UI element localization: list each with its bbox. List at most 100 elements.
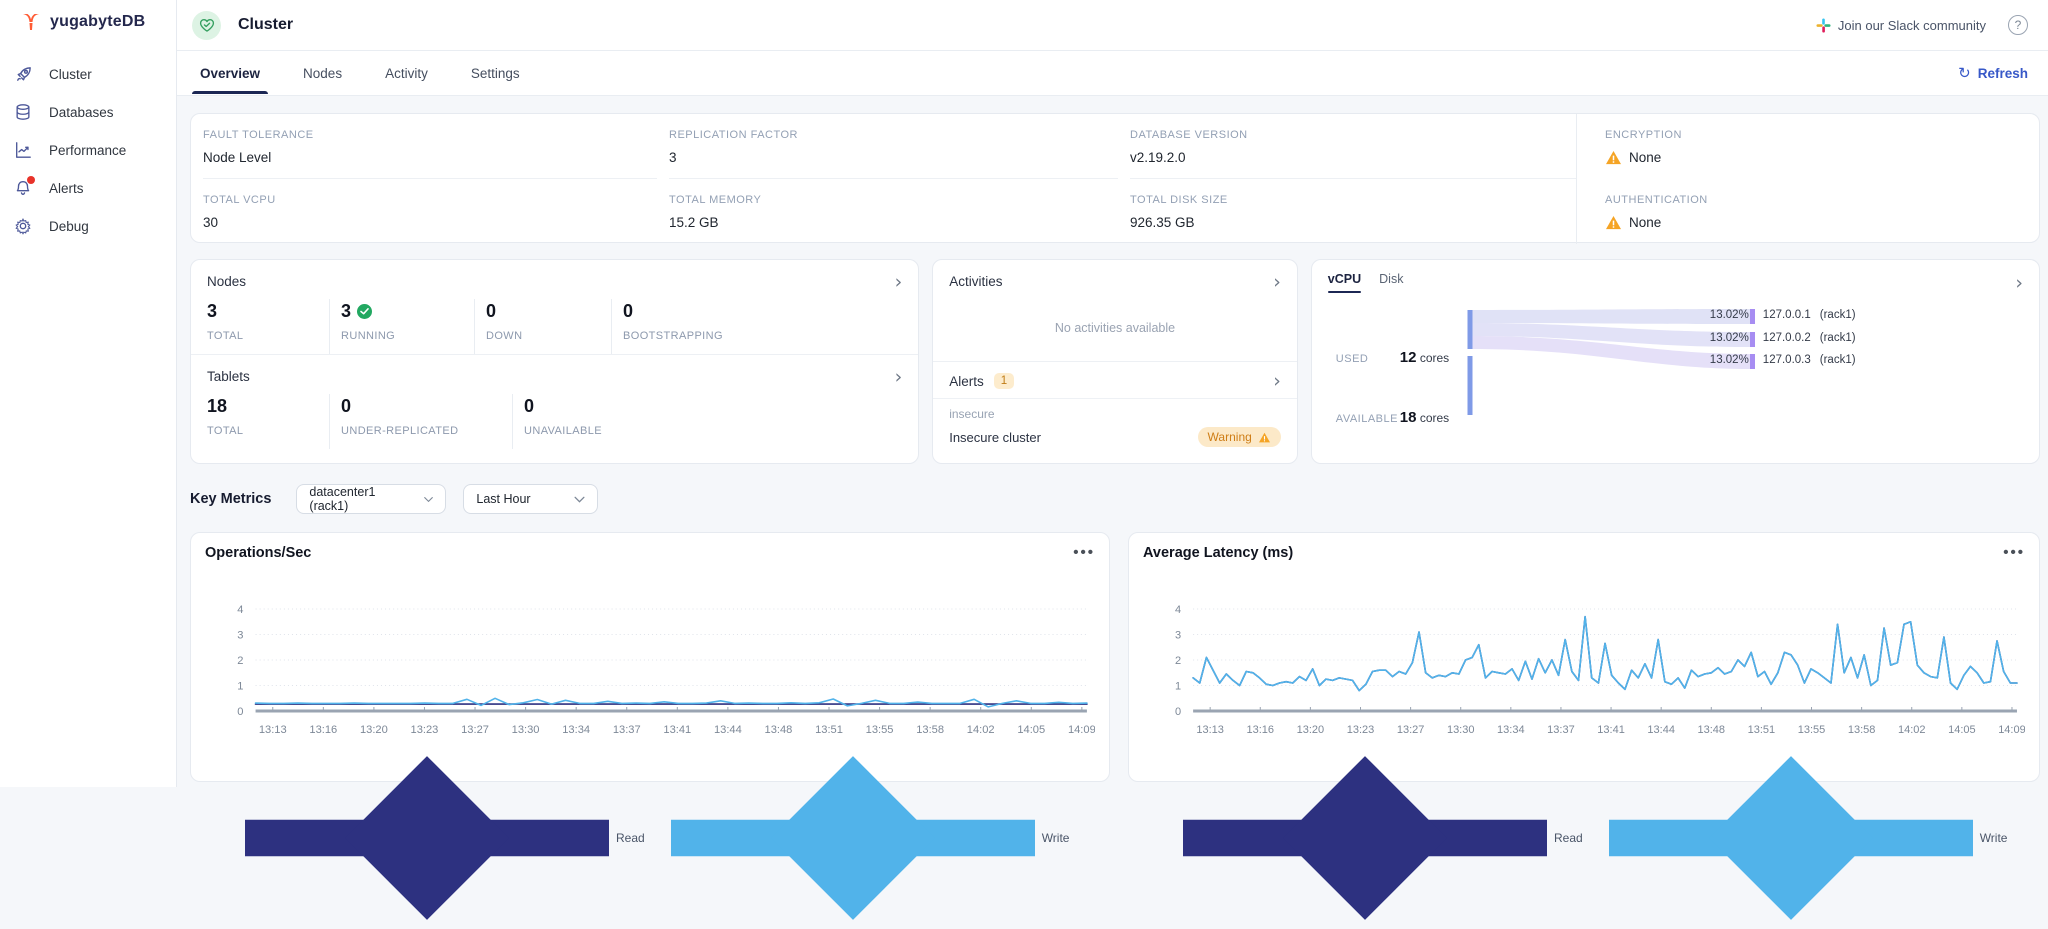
svg-text:13:48: 13:48 — [1698, 724, 1726, 736]
legend-label: Write — [1979, 831, 2008, 845]
svg-text:13:37: 13:37 — [1547, 724, 1575, 736]
alert-description: Insecure cluster — [949, 429, 1041, 445]
tab-settings[interactable]: Settings — [470, 65, 520, 81]
svg-text:4: 4 — [237, 604, 243, 616]
legend-item-write[interactable]: Write — [670, 747, 1069, 929]
region-filter-select[interactable]: datacenter1 (rack1) — [296, 484, 447, 514]
chart-menu-icon[interactable]: ••• — [2003, 544, 2025, 561]
vcpu-chevron-right-icon[interactable]: › — [2015, 271, 2023, 294]
svg-text:13:51: 13:51 — [1748, 724, 1776, 736]
total-memory-field: TOTAL MEMORY 15.2 GB — [669, 179, 1118, 244]
stat-value: 3 — [341, 301, 352, 321]
field-label: TOTAL VCPU — [203, 194, 276, 206]
svg-text:13:55: 13:55 — [1798, 724, 1826, 736]
node1-bar — [1749, 309, 1755, 324]
warning-triangle-icon — [1606, 150, 1621, 165]
legend-item-write[interactable]: Write — [1608, 747, 2008, 929]
sidebar-item-cluster[interactable]: Cluster — [0, 55, 176, 93]
svg-text:13:44: 13:44 — [1647, 724, 1675, 736]
tablets-total-stat: 18 TOTAL — [207, 394, 330, 449]
legend-item-read[interactable]: Read — [1183, 747, 1583, 929]
svg-text:13:58: 13:58 — [916, 724, 944, 736]
running-check-icon — [357, 304, 373, 319]
chevron-down-icon — [574, 496, 585, 503]
slack-community-link[interactable]: Join our Slack community — [1816, 18, 1986, 33]
field-value: None — [1629, 215, 1662, 230]
tablets-chevron-right-icon[interactable]: › — [894, 365, 903, 388]
field-label: REPLICATION FACTOR — [669, 129, 799, 141]
svg-text:13:20: 13:20 — [360, 724, 388, 736]
refresh-icon: ↻ — [1958, 65, 1971, 82]
sidebar-nav: Cluster Databases Performance — [0, 55, 176, 245]
key-metrics-bar: Key Metrics datacenter1 (rack1) Last Hou… — [190, 484, 2040, 514]
activities-panel: Activities › No activities available Ale… — [932, 259, 1298, 464]
activities-empty-text: No activities available — [1054, 321, 1176, 335]
node-zone: (rack1) — [1819, 332, 1856, 344]
sidebar-item-label: Databases — [49, 104, 114, 120]
bell-icon — [13, 176, 35, 198]
sankey-node-row: 13.02% 127.0.0.2 (rack1) — [1710, 332, 1856, 344]
tablets-title: Tablets — [207, 369, 250, 384]
tab-vcpu[interactable]: vCPU — [1327, 272, 1362, 293]
legend-label: Read — [1554, 831, 1583, 845]
slack-icon — [1816, 17, 1831, 33]
tab-nodes[interactable]: Nodes — [303, 65, 343, 81]
svg-text:2: 2 — [237, 655, 243, 667]
yugabytedb-logo-icon — [23, 14, 39, 30]
cluster-info-panel: FAULT TOLERANCE Node Level TOTAL VCPU 30… — [190, 113, 2040, 244]
svg-text:14:05: 14:05 — [1948, 724, 1976, 736]
vcpu-sankey-chart: USED 12 cores AVAILABLE 18 cores — [1312, 297, 2039, 457]
chart-menu-icon[interactable]: ••• — [1073, 544, 1095, 561]
node3-bar — [1749, 354, 1755, 369]
tab-overview[interactable]: Overview — [190, 53, 270, 94]
field-label: ENCRYPTION — [1605, 129, 1682, 141]
svg-text:1: 1 — [1175, 681, 1181, 693]
svg-text:13:16: 13:16 — [309, 724, 337, 736]
region-filter-value: datacenter1 (rack1) — [309, 485, 376, 513]
tab-disk[interactable]: Disk — [1379, 272, 1404, 286]
nodes-chevron-right-icon[interactable]: › — [894, 270, 903, 293]
alert-list-item[interactable]: insecure Insecure cluster Warning — [933, 399, 1297, 447]
refresh-button[interactable]: ↻ Refresh — [1958, 64, 2028, 82]
sankey-node-row: 13.02% 127.0.0.1 (rack1) — [1710, 309, 1856, 321]
replication-factor-field: REPLICATION FACTOR 3 — [669, 114, 1118, 179]
used-bar — [1467, 310, 1473, 349]
alerts-notification-dot — [27, 176, 35, 184]
help-icon[interactable]: ? — [2008, 15, 2028, 35]
svg-text:13:58: 13:58 — [1848, 724, 1876, 736]
node-zone: (rack1) — [1819, 354, 1856, 366]
stat-value: 0 — [623, 301, 634, 321]
activities-chevron-right-icon[interactable]: › — [1273, 270, 1281, 293]
warning-triangle-icon — [1258, 432, 1270, 442]
tab-activity[interactable]: Activity — [385, 65, 428, 81]
sidebar-item-performance[interactable]: Performance — [0, 131, 176, 169]
page-title: Cluster — [238, 16, 294, 33]
time-range-select[interactable]: Last Hour — [463, 484, 599, 514]
field-label: AUTHENTICATION — [1605, 194, 1708, 206]
nodes-panel-title: Nodes — [207, 274, 247, 289]
chart-legend: Read Write — [205, 747, 1095, 929]
tablets-unavailable-stat: 0 UNAVAILABLE — [513, 394, 703, 449]
slack-link-label: Join our Slack community — [1837, 17, 1986, 33]
sidebar-item-debug[interactable]: Debug — [0, 207, 176, 245]
svg-text:13:41: 13:41 — [663, 724, 691, 736]
svg-text:14:05: 14:05 — [1017, 724, 1045, 736]
operations-per-sec-chart: Operations/Sec ••• 0 1 2 3 4 13:13 13:16 13:20 1… — [190, 532, 1110, 920]
alerts-chevron-right-icon[interactable]: › — [1273, 370, 1281, 392]
average-latency-chart: Average Latency (ms) ••• 0 1 2 3 4 13:13 13:16… — [1128, 532, 2040, 920]
node-address: 127.0.0.3 — [1762, 354, 1811, 366]
alert-name: insecure — [949, 407, 995, 421]
chevron-down-icon — [424, 496, 434, 502]
sidebar-item-alerts[interactable]: Alerts — [0, 169, 176, 207]
stat-label: UNAVAILABLE — [524, 425, 602, 437]
svg-text:13:30: 13:30 — [1447, 724, 1475, 736]
legend-item-read[interactable]: Read — [245, 747, 645, 929]
svg-text:13:23: 13:23 — [411, 724, 439, 736]
sidebar-item-databases[interactable]: Databases — [0, 93, 176, 131]
svg-text:13:44: 13:44 — [714, 724, 742, 736]
top-header: Cluster Join our Slack community ? — [177, 0, 2048, 51]
field-value: Node Level — [203, 150, 272, 165]
alerts-title: Alerts — [949, 373, 984, 389]
stat-value: 0 — [524, 396, 535, 416]
rocket-icon — [13, 64, 33, 84]
